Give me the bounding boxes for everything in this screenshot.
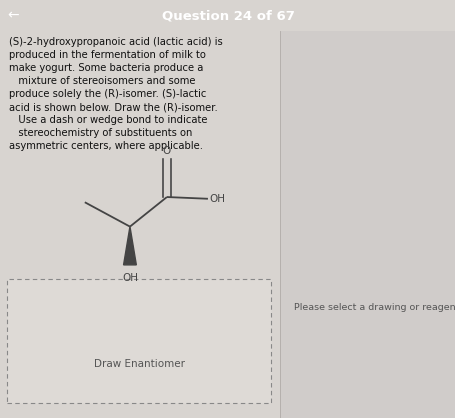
Text: OH: OH [209,194,225,204]
Bar [280,31,455,418]
Bar [7,279,271,403]
Text: O: O [162,145,171,155]
Text: OH: OH [121,273,138,283]
Text: Draw Enantiomer: Draw Enantiomer [93,359,184,369]
Text: Question 24 of 67: Question 24 of 67 [161,9,294,22]
Polygon shape [123,227,136,265]
Text: ←: ← [7,9,18,23]
Text: (S)-2-hydroxypropanoic acid (lactic acid) is
produced in the fermentation of mil: (S)-2-hydroxypropanoic acid (lactic acid… [9,37,222,151]
Text: Please select a drawing or reagent from the quest: Please select a drawing or reagent from … [293,303,455,312]
